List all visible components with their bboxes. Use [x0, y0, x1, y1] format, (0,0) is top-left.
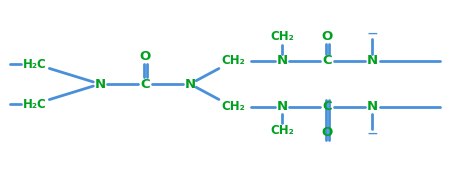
Text: CH₂: CH₂: [270, 125, 294, 138]
Text: C: C: [140, 78, 150, 91]
Text: N: N: [94, 78, 106, 91]
Text: N: N: [366, 101, 378, 114]
Text: CH₂: CH₂: [270, 30, 294, 43]
Text: CH₂: CH₂: [221, 54, 245, 67]
Text: C: C: [322, 101, 332, 114]
Text: —: —: [367, 129, 377, 139]
Text: N: N: [366, 54, 378, 67]
Text: N: N: [276, 101, 288, 114]
Text: N: N: [184, 78, 196, 91]
Text: O: O: [321, 126, 333, 139]
Text: C: C: [322, 54, 332, 67]
Text: H₂C: H₂C: [23, 57, 47, 70]
Text: N: N: [276, 54, 288, 67]
Text: H₂C: H₂C: [23, 98, 47, 111]
Text: O: O: [140, 50, 151, 63]
Text: O: O: [321, 30, 333, 42]
Text: CH₂: CH₂: [221, 101, 245, 114]
Text: —: —: [367, 29, 377, 39]
